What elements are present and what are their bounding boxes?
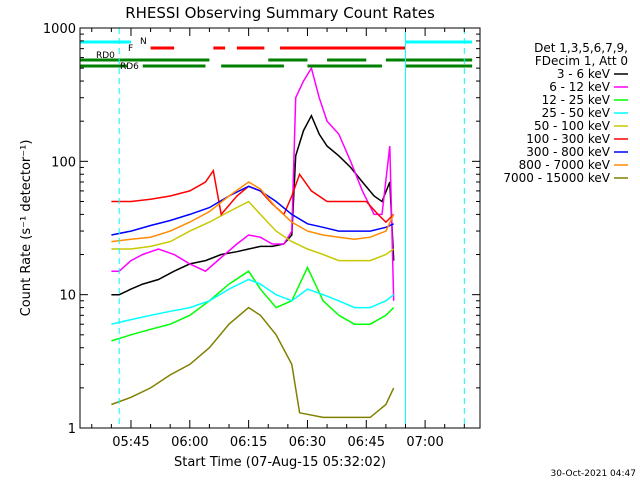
x-tick-label: 06:30 xyxy=(289,435,326,450)
plot-frame xyxy=(79,27,481,429)
legend-entry-label: 7000 - 15000 keV xyxy=(503,171,610,185)
y-tick-label: 100 xyxy=(51,155,76,170)
legend-entry-label: 3 - 6 keV xyxy=(557,67,611,81)
x-tick-label: 07:00 xyxy=(406,435,443,450)
y-tick-label: 1 xyxy=(68,422,76,437)
series-line-6-12-kev xyxy=(111,66,395,301)
legend-entry-label: 50 - 100 keV xyxy=(534,119,611,133)
flag-label-n: N xyxy=(140,37,147,47)
legend-entry-label: 25 - 50 keV xyxy=(542,106,611,120)
legend-header: Det 1,3,5,6,7,9, xyxy=(534,41,628,55)
y-tick-label: 10 xyxy=(59,289,76,304)
legend-entry-label: 800 - 7000 keV xyxy=(519,158,611,172)
series-line-7000-15000-kev xyxy=(111,306,395,419)
series-layer xyxy=(111,66,395,419)
y-axis-label: Count Rate (s⁻¹ detector⁻¹) xyxy=(19,140,34,317)
footer-timestamp: 30-Oct-2021 04:47 xyxy=(551,469,636,479)
y-tick-label: 1000 xyxy=(43,22,76,37)
series-line-300-800-kev xyxy=(111,185,395,236)
flag-label-rd6: RD6 xyxy=(120,62,139,72)
flags-layer: NF RD0 RD6 xyxy=(80,37,473,72)
chart-title: RHESSI Observing Summary Count Rates xyxy=(125,4,435,22)
x-axis-label: Start Time (07-Aug-15 05:32:02) xyxy=(174,455,386,470)
series-line-25-50-kev xyxy=(111,278,395,325)
x-tick-label: 06:15 xyxy=(230,435,267,450)
legend-entry-label: 12 - 25 keV xyxy=(542,93,611,107)
series-line-800-7000-kev xyxy=(111,181,395,243)
legend: Det 1,3,5,6,7,9,FDecim 1, Att 03 - 6 keV… xyxy=(503,41,628,185)
x-tick-label: 06:00 xyxy=(171,435,208,450)
flag-label-f: F xyxy=(128,44,133,54)
series-line-50-100-kev xyxy=(111,200,395,262)
series-line-12-25-kev xyxy=(111,265,395,342)
y-axis: 1 10 100 1000 xyxy=(43,22,480,437)
x-tick-label: 06:45 xyxy=(348,435,385,450)
series-line-100-300-kev xyxy=(111,168,395,224)
legend-entry-label: 100 - 300 keV xyxy=(526,132,610,146)
legend-entry-label: 6 - 12 keV xyxy=(549,80,611,94)
legend-header: FDecim 1, Att 0 xyxy=(535,54,628,68)
x-axis: 05:45 06:00 06:15 06:30 06:45 07:00 xyxy=(91,28,465,450)
legend-entry-label: 300 - 800 keV xyxy=(526,145,610,159)
x-tick-label: 05:45 xyxy=(112,435,149,450)
flag-label-rd0: RD0 xyxy=(96,51,115,61)
